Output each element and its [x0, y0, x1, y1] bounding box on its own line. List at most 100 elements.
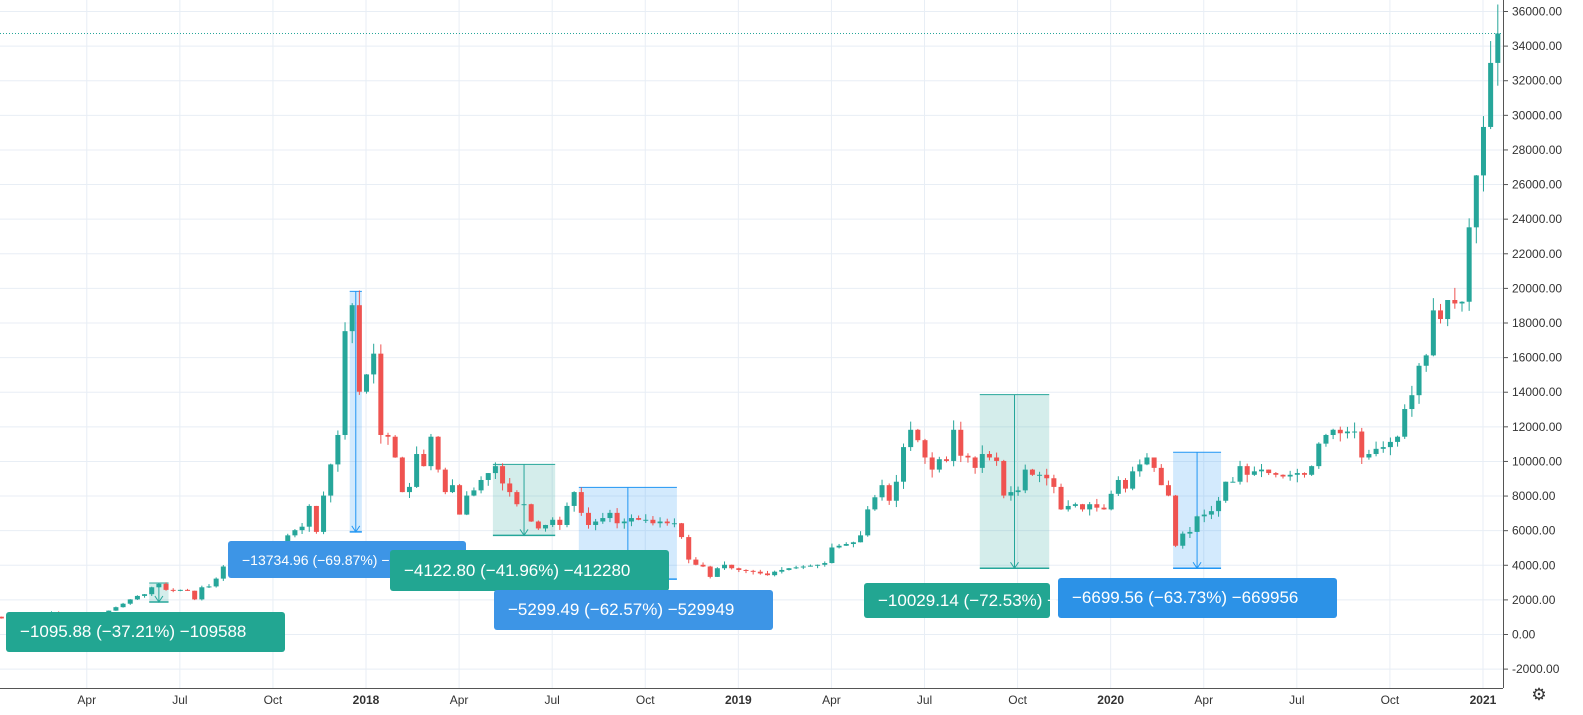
candle-body: [607, 512, 613, 519]
candle-body: [972, 457, 978, 468]
candle-body: [414, 454, 420, 487]
candle-body: [908, 429, 914, 448]
candle-body: [1022, 469, 1028, 491]
candle-body: [0, 616, 4, 619]
x-tick-label: Jul: [1289, 693, 1304, 707]
candle-body: [550, 519, 556, 525]
gear-icon[interactable]: ⚙: [1531, 685, 1547, 704]
candle-body: [478, 479, 484, 491]
candle-body: [1144, 457, 1150, 465]
candle-body: [585, 512, 591, 525]
candle-body: [893, 481, 899, 501]
candle-body: [707, 566, 713, 577]
candle-body: [722, 564, 728, 569]
y-tick-label: 20000.00: [1512, 281, 1562, 295]
candle-body: [564, 505, 570, 525]
candle-body: [929, 457, 935, 470]
candle-body: [1473, 175, 1479, 228]
candle-body: [1409, 395, 1415, 410]
price-axis[interactable]: -2000.00 0.00 2000.00 4000.00 6000.00 8000.00…: [1503, 5, 1562, 677]
candle-body: [1402, 409, 1408, 437]
candles: [0, 4, 1501, 620]
candle-body: [886, 485, 892, 501]
time-axis[interactable]: 7AprJulOct2018AprJulOct2019AprJulOct2020…: [0, 693, 1497, 707]
candle-body: [1423, 355, 1429, 366]
candle-body: [492, 466, 498, 474]
candle-body: [335, 434, 341, 465]
measure-label[interactable]: −6699.56 (−63.73%) −669956: [1058, 578, 1337, 618]
candle-body: [435, 436, 441, 470]
x-tick-label: Apr: [1194, 693, 1213, 707]
candle-body: [528, 504, 534, 522]
candle-body: [1158, 467, 1164, 486]
candle-body: [1323, 434, 1329, 444]
y-tick-label: 6000.00: [1512, 524, 1556, 538]
candle-body: [1466, 227, 1472, 302]
candle-body: [671, 523, 677, 525]
candle-body: [113, 607, 119, 611]
candle-body: [156, 583, 162, 588]
candle-body: [1223, 481, 1229, 501]
candle-body: [342, 331, 348, 435]
candle-body: [127, 599, 133, 604]
candle-body: [736, 568, 742, 570]
candle-body: [1173, 495, 1179, 546]
candle-body: [192, 590, 198, 600]
candle-body: [1194, 516, 1200, 532]
candle-body: [1387, 441, 1393, 448]
arrow-down-icon: [351, 525, 361, 533]
candle-body: [850, 542, 856, 545]
candle-body: [1058, 486, 1064, 510]
candle-body: [1094, 504, 1100, 508]
x-tick-label: Apr: [822, 693, 841, 707]
candle-body: [449, 485, 455, 493]
candle-body: [521, 504, 527, 506]
candle-body: [371, 353, 377, 375]
candle-body: [1201, 514, 1207, 517]
candle-body: [1237, 466, 1243, 482]
candle-body: [994, 457, 1000, 461]
candle-body: [714, 568, 720, 577]
y-tick-label: 22000.00: [1512, 247, 1562, 261]
candle-body: [142, 594, 148, 596]
measure-label[interactable]: −5299.49 (−62.57%) −529949: [494, 590, 773, 630]
y-tick-label: 8000.00: [1512, 489, 1556, 503]
candle-body: [757, 571, 763, 574]
candle-body: [535, 521, 541, 529]
candle-body: [1488, 62, 1494, 127]
measure-label[interactable]: −10029.14 (−72.53%) −1002914: [864, 583, 1123, 618]
candle-body: [1087, 504, 1093, 510]
candle-body: [1273, 473, 1279, 475]
candle-body: [743, 569, 749, 571]
candle-body: [943, 459, 949, 461]
candle-body: [163, 583, 169, 590]
candle-body: [421, 454, 427, 467]
candle-body: [1316, 443, 1322, 467]
x-tick-label: 2021: [1470, 693, 1497, 707]
measure-label[interactable]: −1095.88 (−37.21%) −109588: [6, 612, 285, 652]
y-tick-label: 12000.00: [1512, 420, 1562, 434]
candle-body: [1430, 310, 1436, 356]
candle-body: [1259, 469, 1265, 472]
candle-body: [170, 589, 176, 591]
candle-body: [958, 429, 964, 456]
candle-body: [1309, 466, 1315, 475]
candle-body: [106, 610, 112, 614]
measure-label[interactable]: −4122.80 (−41.96%) −412280: [390, 550, 669, 591]
candle-body: [1352, 431, 1358, 433]
arrow-down-icon: [1192, 561, 1202, 570]
candle-body: [1051, 478, 1057, 487]
candle-body: [1130, 471, 1136, 489]
candle-body: [1452, 300, 1458, 304]
candle-body: [1122, 479, 1128, 489]
candle-body: [1459, 301, 1465, 304]
arrow-down-icon: [154, 595, 164, 603]
candle-body: [951, 429, 957, 461]
candle-body: [700, 564, 706, 567]
candle-body: [299, 526, 305, 531]
candle-body: [1373, 448, 1379, 455]
arrow-down-icon: [519, 529, 529, 537]
candle-body: [428, 436, 434, 467]
candle-body: [457, 485, 463, 515]
